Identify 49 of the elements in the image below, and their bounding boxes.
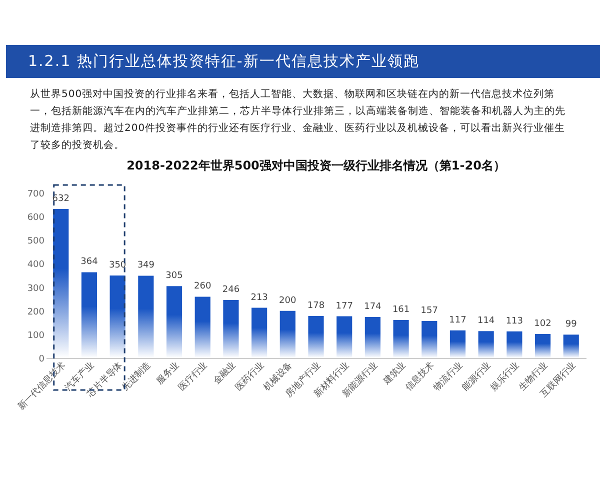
data-label: 246 bbox=[222, 285, 240, 296]
bar bbox=[336, 316, 352, 358]
bar bbox=[138, 276, 154, 358]
data-label: 157 bbox=[420, 306, 438, 316]
text: 1.2.1 热门行业总体投资特征-新一代信息技术产业领跑 bbox=[0, 45, 600, 78]
y-tick-label: 700 bbox=[27, 190, 45, 200]
bar bbox=[422, 320, 438, 358]
bar bbox=[252, 308, 268, 358]
y-tick-label: 400 bbox=[27, 260, 45, 270]
data-label: 632 bbox=[52, 194, 70, 204]
y-tick-label: 300 bbox=[27, 284, 45, 294]
bar bbox=[308, 316, 324, 358]
bar bbox=[81, 272, 98, 358]
bar bbox=[534, 334, 551, 358]
bar bbox=[53, 209, 69, 358]
bar bbox=[506, 331, 522, 358]
data-label: 117 bbox=[449, 315, 466, 326]
bar bbox=[450, 330, 466, 358]
bar bbox=[223, 300, 239, 358]
y-tick-label: 600 bbox=[27, 213, 45, 224]
data-label: 177 bbox=[336, 301, 353, 312]
y-tick-label: 500 bbox=[27, 236, 45, 247]
bar bbox=[194, 296, 210, 358]
data-label: 161 bbox=[392, 305, 410, 316]
data-label: 260 bbox=[194, 282, 212, 292]
data-label: 102 bbox=[534, 318, 552, 329]
bar bbox=[478, 331, 494, 358]
bar bbox=[166, 286, 182, 358]
data-label: 364 bbox=[80, 257, 98, 268]
data-label: 113 bbox=[506, 316, 524, 326]
y-tick-label: 100 bbox=[27, 330, 45, 341]
data-label: 349 bbox=[137, 260, 155, 271]
data-label: 305 bbox=[166, 271, 183, 282]
bar bbox=[364, 316, 380, 358]
bar bbox=[280, 310, 296, 358]
bar bbox=[563, 334, 579, 358]
data-label: 350 bbox=[108, 260, 126, 270]
data-label: 178 bbox=[307, 301, 325, 312]
data-label: 213 bbox=[250, 292, 268, 303]
chart-title: 2018-2022年世界500强对中国投资一级行业排名情况（第1-20名） bbox=[126, 158, 506, 172]
y-tick-label: 200 bbox=[27, 307, 45, 318]
data-label: 174 bbox=[364, 302, 382, 312]
bar bbox=[110, 276, 126, 358]
data-label: 200 bbox=[279, 296, 297, 306]
bar bbox=[393, 320, 409, 358]
data-label: 99 bbox=[565, 320, 578, 330]
y-tick-label: 0 bbox=[38, 354, 45, 364]
text: 从世界500强对中国投资的行业排名来看，包括人工智能、大数据、物联网和区块链在内的新一代信息技术位列第一，包括新能源汽车在内的汽车产业排第二，芯片半导体行业排第三，以高端装备制造、智能装备和机器人为主的先进制造排第四。超过200件投资事件的行业还有医疗行业、金融业、医药行业以及机械设备，可以看出新兴行业催生了较多的投资机会。 bbox=[30, 88, 566, 153]
data-label: 114 bbox=[477, 316, 495, 326]
